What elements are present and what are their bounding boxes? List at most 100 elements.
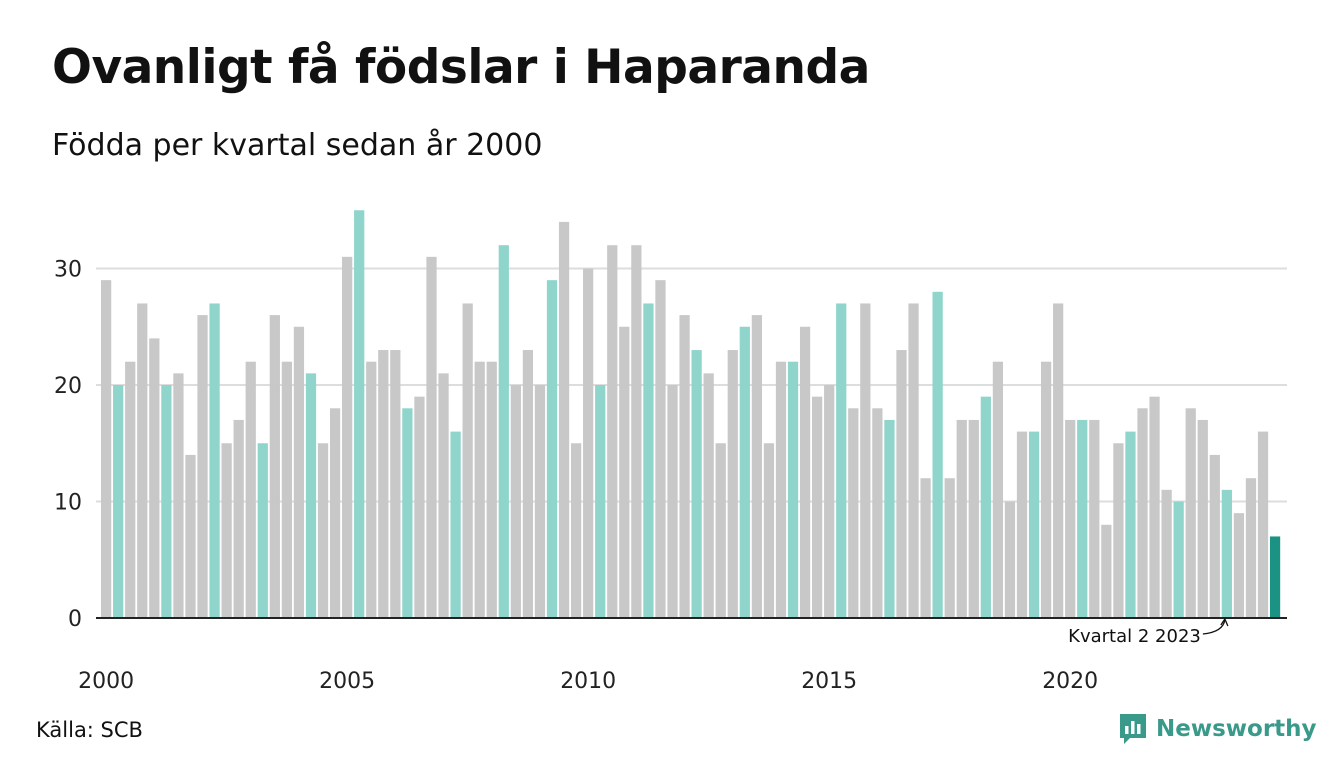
bar-2001-q1	[149, 338, 160, 618]
bar-2021-q1	[1113, 443, 1124, 618]
x-tick-label: 2010	[560, 669, 616, 694]
bar-2020-q1	[1065, 419, 1076, 618]
bar-2019-q1	[1016, 431, 1028, 618]
bar-2018-q2	[980, 396, 991, 618]
bar-2008-q1	[486, 361, 497, 618]
bar-2017-q1	[920, 478, 931, 618]
bar-2007-q1	[438, 373, 449, 618]
bar-2013-q3	[751, 315, 762, 618]
x-tick-label: 2005	[319, 669, 375, 694]
bar-2008-q2	[498, 245, 509, 618]
bar-2007-q3	[462, 303, 473, 618]
annotation: Kvartal 2 2023	[1068, 617, 1229, 647]
bar-2014-q2	[787, 361, 799, 618]
bar-2012-q3	[703, 373, 714, 618]
x-tick-label: 2020	[1042, 669, 1098, 694]
bar-2007-q4	[474, 361, 485, 618]
chart-subtitle: Födda per kvartal sedan år 2000	[52, 128, 543, 163]
bar-2016-q1	[872, 408, 883, 618]
bar-2000-q2	[113, 385, 124, 618]
bar-2009-q3	[558, 221, 570, 618]
bar-2004-q3	[317, 443, 329, 618]
y-tick-label: 20	[54, 374, 82, 399]
bar-2013-q2	[739, 326, 750, 618]
bar-2006-q1	[390, 350, 401, 618]
bar-2003-q4	[281, 361, 293, 618]
bar-2024-q1	[1257, 431, 1269, 618]
chart-title: Ovanligt få födslar i Haparanda	[52, 40, 870, 95]
bar-2021-q2	[1125, 431, 1136, 618]
bar-2003-q2	[257, 443, 268, 618]
bar-2017-q2	[932, 291, 943, 618]
bar-2022-q1	[1161, 489, 1172, 618]
bar-2004-q1	[293, 326, 305, 618]
bar-2011-q1	[631, 245, 642, 618]
x-tick-label: 2015	[801, 669, 857, 694]
bar-2004-q4	[329, 408, 341, 618]
bar-2023-q1	[1209, 454, 1220, 618]
bar-2018-q1	[968, 419, 979, 618]
newsworthy-logo-icon	[1120, 714, 1146, 744]
bar-2008-q4	[522, 350, 534, 618]
annotation-label: Kvartal 2 2023	[1068, 626, 1201, 647]
bar-2002-q1	[197, 315, 208, 618]
brand-logo: Newsworthy	[1118, 712, 1317, 746]
bar-2019-q3	[1040, 361, 1052, 618]
bar-2005-q1	[342, 256, 353, 618]
bar-2021-q4	[1149, 396, 1160, 618]
bar-2016-q3	[896, 350, 907, 618]
bar-2000-q1	[101, 280, 112, 618]
bar-2016-q2	[884, 419, 895, 618]
bar-2018-q4	[1004, 501, 1016, 618]
bar-2010-q3	[607, 245, 618, 618]
bar-2015-q4	[860, 303, 871, 618]
source-note: Källa: SCB	[36, 718, 143, 742]
bar-2008-q3	[510, 385, 521, 618]
bar-2011-q4	[667, 385, 678, 618]
bar-2020-q2	[1077, 419, 1088, 618]
bar-2005-q2	[354, 210, 365, 618]
y-tick-label: 30	[54, 258, 82, 283]
bars	[101, 210, 1281, 618]
bar-2024-q2	[1269, 536, 1281, 618]
bar-2003-q3	[269, 315, 280, 618]
bar-2017-q3	[944, 478, 955, 618]
bar-2020-q3	[1089, 419, 1100, 618]
bar-2010-q2	[595, 385, 606, 618]
bar-2002-q2	[209, 303, 220, 618]
bar-2017-q4	[956, 419, 967, 618]
bar-2012-q4	[715, 443, 726, 618]
bar-2001-q3	[173, 373, 184, 618]
bar-2011-q2	[643, 303, 654, 618]
bar-2009-q4	[570, 443, 582, 618]
bar-2016-q4	[908, 303, 919, 618]
brand-name: Newsworthy	[1156, 716, 1317, 742]
bar-2023-q2	[1221, 489, 1232, 618]
bar-2009-q2	[546, 280, 558, 618]
x-tick-label: 2000	[78, 669, 134, 694]
annotation-arrowhead	[1220, 617, 1229, 627]
bar-2001-q4	[185, 454, 196, 618]
bar-2007-q2	[450, 431, 461, 618]
bar-2005-q4	[378, 350, 389, 618]
bar-2019-q4	[1053, 303, 1064, 618]
axes: 2000 2005 2010 2015 2020	[78, 617, 1287, 694]
bar-2010-q1	[583, 268, 594, 618]
bar-2018-q3	[992, 361, 1004, 618]
bar-2013-q4	[763, 443, 775, 618]
bar-2002-q3	[221, 443, 232, 618]
bar-2021-q3	[1137, 408, 1148, 618]
bar-2001-q2	[161, 385, 172, 618]
bar-2020-q4	[1101, 524, 1112, 618]
bar-2006-q2	[402, 408, 413, 618]
bar-2013-q1	[727, 350, 738, 618]
bar-2000-q4	[137, 303, 148, 618]
bar-2022-q4	[1197, 419, 1208, 618]
bar-2022-q3	[1185, 408, 1196, 618]
bar-2009-q1	[534, 385, 546, 618]
bar-2014-q1	[775, 361, 787, 618]
bar-2005-q3	[366, 361, 377, 618]
bar-2022-q2	[1173, 501, 1184, 618]
bar-2019-q2	[1028, 431, 1040, 618]
